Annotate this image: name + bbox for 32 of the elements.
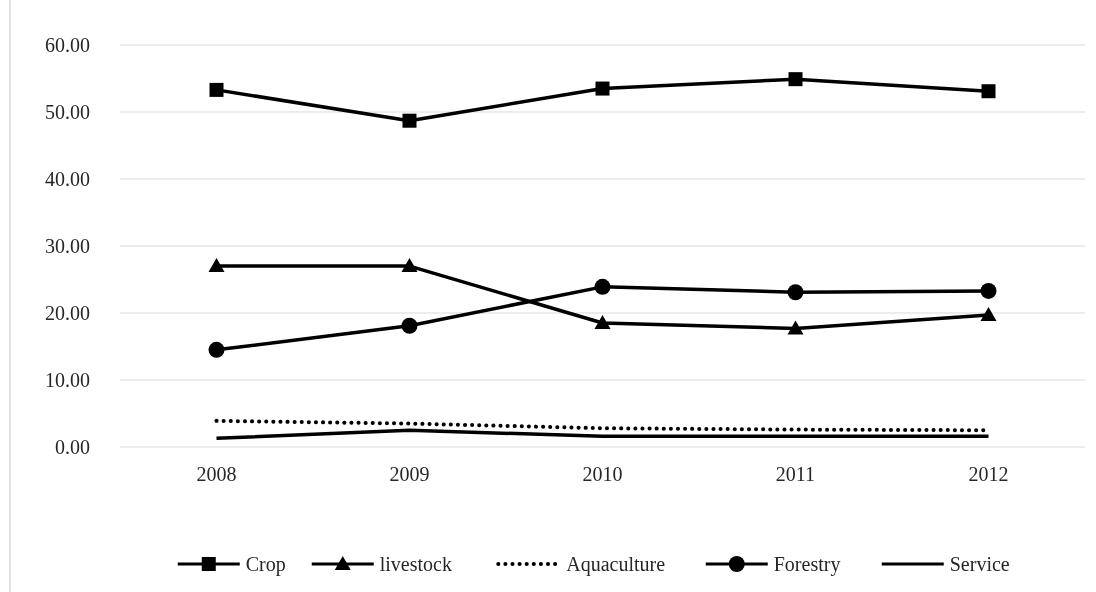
point	[208, 258, 225, 273]
y-tick-label: 0.00	[55, 436, 90, 458]
point	[209, 82, 224, 97]
y-tick-label: 10.00	[45, 369, 90, 391]
x-tick-label: 2011	[775, 463, 816, 485]
x-tick-label: 2008	[196, 463, 237, 485]
y-tick-label: 50.00	[45, 101, 90, 123]
y-tick-label: 20.00	[45, 302, 90, 324]
point	[788, 72, 803, 87]
point	[787, 320, 804, 335]
legend-label: Service	[949, 553, 1010, 575]
point	[980, 282, 997, 299]
point	[595, 81, 610, 96]
legend-label: Forestry	[773, 553, 841, 576]
point	[981, 84, 996, 99]
point	[401, 317, 418, 334]
point	[787, 284, 804, 301]
point	[594, 278, 611, 295]
x-tick-label: 2009	[389, 463, 430, 485]
point	[208, 341, 225, 358]
legend-label: livestock	[379, 553, 452, 575]
y-tick-label: 40.00	[45, 168, 90, 190]
point	[401, 258, 418, 273]
point	[402, 113, 417, 128]
y-tick-label: 60.00	[45, 34, 90, 56]
y-tick-label: 30.00	[45, 235, 90, 257]
point	[980, 307, 997, 322]
point	[594, 315, 611, 330]
legend-label: Aquaculture	[566, 553, 666, 576]
x-tick-label: 2012	[968, 463, 1009, 485]
x-tick-label: 2010	[582, 463, 623, 485]
legend-label: Crop	[245, 553, 286, 576]
